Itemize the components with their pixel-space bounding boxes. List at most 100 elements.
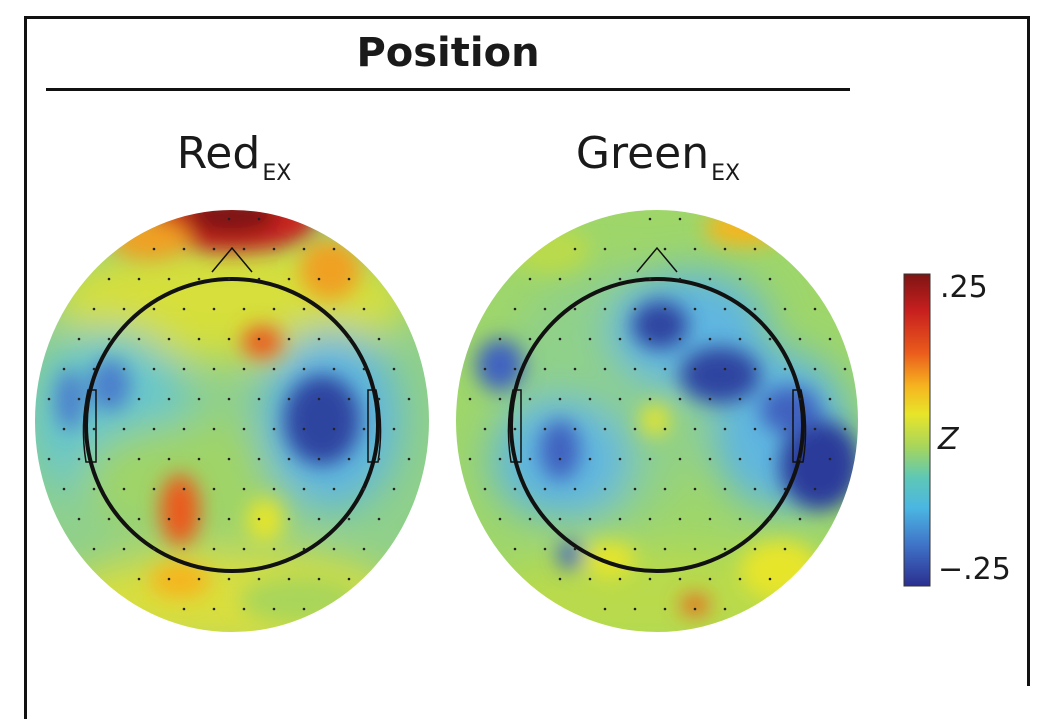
map-red-electrode-dot bbox=[347, 517, 351, 521]
map-red-electrode-dot bbox=[227, 577, 231, 581]
map-red-electrode-dot bbox=[302, 547, 306, 551]
map-green-electrodes bbox=[468, 217, 847, 611]
map-green-electrode-dot bbox=[813, 487, 817, 491]
map-green-electrode-dot bbox=[633, 307, 637, 311]
map-green-electrode-dot bbox=[513, 487, 517, 491]
map-red-electrode-dot bbox=[362, 307, 366, 311]
map-green-electrode-dot bbox=[663, 307, 667, 311]
map-green-electrode-dot bbox=[693, 547, 697, 551]
map-green-electrode-dot bbox=[753, 487, 757, 491]
map-green-electrode-dot bbox=[783, 367, 787, 371]
map-red-electrode-dot bbox=[257, 577, 261, 581]
map-red-right-ear bbox=[367, 389, 382, 463]
map-green-electrode-dot bbox=[768, 517, 772, 521]
map-green-electrode-dot bbox=[558, 337, 562, 341]
map-red-electrode-dot bbox=[287, 397, 291, 401]
map-red-electrode-dot bbox=[227, 517, 231, 521]
map-green-electrode-dot bbox=[558, 517, 562, 521]
map-green-electrode-dot bbox=[483, 367, 487, 371]
map-green-electrode-dot bbox=[543, 487, 547, 491]
map-green-electrode-dot bbox=[558, 397, 562, 401]
map-green-electrode-dot bbox=[798, 457, 802, 461]
map-red-electrode-dot bbox=[407, 397, 411, 401]
map-red-electrode-dot bbox=[227, 397, 231, 401]
map-red-electrode-dot bbox=[212, 487, 216, 491]
map-red-electrode-dot bbox=[212, 307, 216, 311]
map-green-electrode-dot bbox=[483, 487, 487, 491]
map-green-electrode-dot bbox=[783, 487, 787, 491]
map-green-electrode-dot bbox=[708, 277, 712, 281]
map-red-nose bbox=[211, 246, 253, 273]
map-red-electrode-dot bbox=[167, 457, 171, 461]
map-green-electrode-dot bbox=[618, 337, 622, 341]
map-green-electrode-dot bbox=[498, 397, 502, 401]
map-green-electrode-dot bbox=[708, 397, 712, 401]
map-red-electrode-dot bbox=[377, 517, 381, 521]
map-red-electrode-dot bbox=[182, 607, 186, 611]
map-red-electrode-dot bbox=[182, 547, 186, 551]
map-red-electrode-dot bbox=[347, 457, 351, 461]
map-red-electrode-dot bbox=[152, 367, 156, 371]
map-green-electrode-dot bbox=[528, 457, 532, 461]
map-red-electrode-dot bbox=[272, 487, 276, 491]
map-red-electrode-dot bbox=[257, 457, 261, 461]
map-green-electrode-dot bbox=[588, 397, 592, 401]
map-red-electrode-dot bbox=[197, 277, 201, 281]
map-red-electrode-dot bbox=[287, 577, 291, 581]
map-green-electrode-dot bbox=[663, 487, 667, 491]
map-green-electrode-dot bbox=[678, 577, 682, 581]
map-red-electrode-dot bbox=[302, 427, 306, 431]
map-red-electrode-dot bbox=[272, 307, 276, 311]
map-red-electrode-dot bbox=[92, 427, 96, 431]
map-green-electrode-dot bbox=[618, 397, 622, 401]
map-red-electrode-dot bbox=[242, 547, 246, 551]
map-green-head-circle bbox=[509, 277, 805, 573]
map-green-electrode-dot bbox=[738, 517, 742, 521]
map-red-electrode-dot bbox=[137, 337, 141, 341]
map-red-electrode-dot bbox=[377, 337, 381, 341]
map-red-electrode-dot bbox=[272, 607, 276, 611]
map-red-electrode-dot bbox=[332, 427, 336, 431]
map-green-electrode-dot bbox=[603, 607, 607, 611]
map-green-electrode-dot bbox=[843, 367, 847, 371]
panel-title-green-label: Green bbox=[575, 128, 710, 179]
map-green-electrode-dot bbox=[648, 277, 652, 281]
map-red-electrode-dot bbox=[377, 457, 381, 461]
panel-title-red: RedEX bbox=[84, 128, 384, 186]
map-red bbox=[33, 208, 431, 634]
title-underline bbox=[46, 88, 850, 91]
map-green-electrode-dot bbox=[678, 217, 682, 221]
map-green-electrode-dot bbox=[513, 307, 517, 311]
map-red-electrode-dot bbox=[347, 277, 351, 281]
map-red-electrode-dot bbox=[182, 487, 186, 491]
map-red-electrode-dot bbox=[197, 457, 201, 461]
map-red-electrode-dot bbox=[377, 397, 381, 401]
map-green-electrode-dot bbox=[678, 517, 682, 521]
map-green-electrode-dot bbox=[663, 607, 667, 611]
map-green-electrode-dot bbox=[588, 337, 592, 341]
map-green-electrode-dot bbox=[678, 457, 682, 461]
map-green-electrode-dot bbox=[588, 457, 592, 461]
map-red-electrode-dot bbox=[242, 307, 246, 311]
map-green-electrode-dot bbox=[543, 307, 547, 311]
map-green-electrode-dot bbox=[588, 517, 592, 521]
map-green-electrode-dot bbox=[573, 307, 577, 311]
map-red-electrode-dot bbox=[212, 247, 216, 251]
map-green-right-ear bbox=[792, 389, 807, 463]
map-green-electrode-dot bbox=[768, 457, 772, 461]
map-green-electrode-dot bbox=[573, 487, 577, 491]
map-green-electrode-dot bbox=[588, 277, 592, 281]
map-red-electrode-dot bbox=[227, 277, 231, 281]
map-green-electrode-dot bbox=[753, 307, 757, 311]
map-green-electrode-dot bbox=[648, 337, 652, 341]
map-red-electrode-dot bbox=[62, 427, 66, 431]
map-red-electrode-dot bbox=[302, 307, 306, 311]
map-red-electrode-dot bbox=[347, 337, 351, 341]
map-red-electrode-dot bbox=[137, 457, 141, 461]
map-green-electrode-dot bbox=[723, 307, 727, 311]
map-green-electrode-dot bbox=[543, 367, 547, 371]
map-red-electrode-dot bbox=[167, 577, 171, 581]
map-red-electrode-dot bbox=[242, 247, 246, 251]
map-red-electrode-dot bbox=[362, 547, 366, 551]
map-red-electrode-dot bbox=[392, 427, 396, 431]
